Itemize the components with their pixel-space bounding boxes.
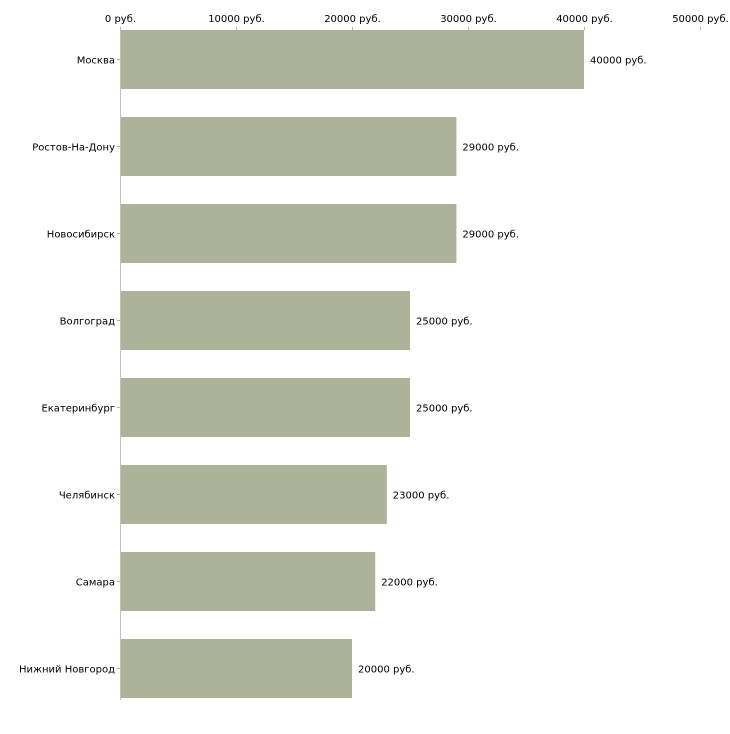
bar [120, 291, 410, 350]
x-tick-label: 10000 руб. [208, 14, 265, 25]
data-label: 23000 руб. [393, 491, 450, 502]
x-tick-label: 40000 руб. [556, 14, 613, 25]
bar [120, 639, 352, 698]
x-tick-label: 30000 руб. [440, 14, 497, 25]
category-label: Москва [77, 56, 115, 67]
x-tick-label: 20000 руб. [324, 14, 381, 25]
category-label: Челябинск [59, 491, 115, 502]
x-tick-label: 50000 руб. [672, 14, 729, 25]
data-label: 22000 руб. [381, 578, 438, 589]
data-label: 40000 руб. [590, 56, 647, 67]
data-label: 20000 руб. [358, 665, 415, 676]
bar [120, 30, 584, 89]
data-label: 25000 руб. [416, 317, 473, 328]
bar [120, 378, 410, 437]
bar [120, 552, 376, 611]
category-label: Самара [76, 578, 115, 589]
category-label: Волгоград [60, 317, 115, 328]
bar [120, 117, 457, 176]
category-label: Ростов-На-Дону [32, 143, 115, 154]
data-label: 29000 руб. [462, 143, 519, 154]
category-label: Екатеринбург [41, 404, 115, 415]
category-label: Нижний Новгород [19, 665, 115, 676]
bar [120, 465, 387, 524]
data-label: 29000 руб. [462, 230, 519, 241]
data-label: 25000 руб. [416, 404, 473, 415]
category-label: Новосибирск [47, 230, 115, 241]
x-tick-label: 0 руб. [105, 14, 136, 25]
bar [120, 204, 457, 263]
